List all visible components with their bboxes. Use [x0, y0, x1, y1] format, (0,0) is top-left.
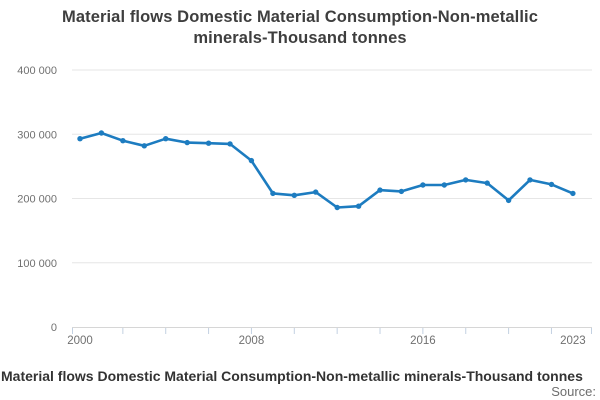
data-point-marker[interactable] [227, 141, 233, 147]
data-point-marker[interactable] [184, 139, 190, 146]
data-point-marker[interactable] [441, 182, 447, 188]
data-point-marker[interactable] [334, 204, 340, 211]
data-point-marker[interactable] [98, 130, 105, 136]
chart-title: Material flows Domestic Material Consump… [0, 7, 600, 49]
source-label: Source: [551, 384, 596, 399]
y-axis-tick-label: 300 000 [17, 129, 57, 141]
data-point-marker[interactable] [527, 177, 533, 183]
chart-title-line2: minerals-Thousand tonnes [193, 29, 407, 47]
data-series-line [78, 131, 575, 209]
data-point-marker[interactable] [141, 143, 147, 149]
y-axis-tick-label: 400 000 [17, 65, 57, 77]
chart-title-line1: Material flows Domestic Material Consump… [61, 8, 539, 26]
data-point-marker[interactable] [484, 180, 490, 186]
data-point-marker[interactable] [463, 177, 469, 183]
data-point-marker[interactable] [270, 190, 276, 197]
data-point-marker[interactable] [377, 187, 383, 193]
data-point-marker[interactable] [120, 138, 126, 144]
y-axis-tick-label: 0 [51, 322, 57, 334]
data-point-marker[interactable] [420, 182, 426, 188]
x-axis-tick-label: 2016 [410, 335, 436, 347]
data-point-marker[interactable] [248, 157, 255, 164]
data-point-marker[interactable] [505, 197, 512, 204]
data-point-marker[interactable] [355, 203, 362, 209]
data-point-marker[interactable] [570, 190, 576, 197]
x-axis-tick-label: 2000 [67, 335, 93, 347]
x-axis-tick-label: 2008 [239, 335, 265, 347]
data-point-marker[interactable] [548, 181, 555, 188]
y-axis-tick-label: 200 000 [17, 194, 57, 206]
x-axis-tick-label: 2023 [560, 335, 586, 347]
data-point-marker[interactable] [313, 189, 319, 195]
data-point-marker[interactable] [398, 188, 405, 195]
footer-title: Material flows Domestic Material Consump… [1, 368, 583, 384]
data-point-marker[interactable] [291, 192, 297, 198]
y-axis-tick-label: 100 000 [17, 258, 57, 270]
data-point-marker[interactable] [163, 136, 169, 142]
data-point-marker[interactable] [205, 140, 212, 146]
data-point-marker[interactable] [77, 136, 83, 142]
